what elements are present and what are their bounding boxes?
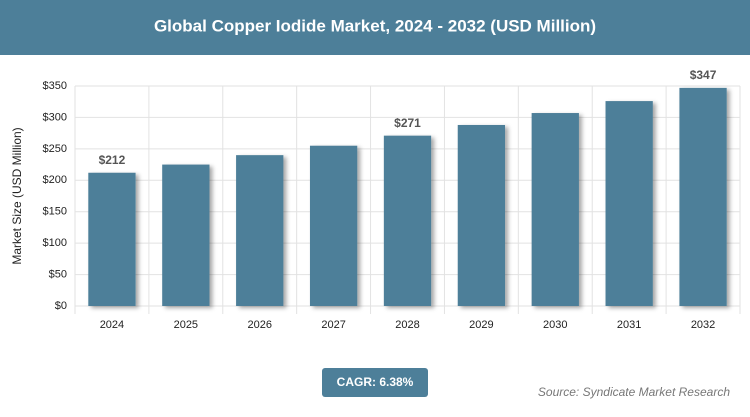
cagr-label: CAGR: 6.38% <box>337 375 414 389</box>
bar <box>679 87 727 306</box>
x-tick-label: 2031 <box>617 319 641 331</box>
chart-title: Global Copper Iodide Market, 2024 - 2032… <box>154 16 596 35</box>
plot-area: $0 $50 $100 $150 $200 $250 $300 $350 2024 $212 202… <box>43 68 741 331</box>
y-tick-label: $300 <box>43 111 67 123</box>
cagr-box <box>322 368 428 397</box>
y-tick-label: $350 <box>43 80 67 92</box>
y-tick-label: $0 <box>55 300 67 312</box>
x-tick-label: 2028 <box>395 319 419 331</box>
bar <box>309 145 358 306</box>
x-tick-label: 2027 <box>321 319 345 331</box>
bar <box>88 172 136 306</box>
value-label: $347 <box>690 68 717 82</box>
x-tick-label: 2030 <box>543 319 567 331</box>
bar <box>457 124 506 306</box>
bar <box>531 113 579 307</box>
header-band <box>0 0 750 55</box>
x-tick-label: 2025 <box>174 319 198 331</box>
value-label: $212 <box>99 153 126 167</box>
x-tick-label: 2026 <box>247 319 271 331</box>
y-tick-label: $50 <box>49 268 67 280</box>
bar <box>605 101 653 306</box>
y-tick-label: $250 <box>43 143 67 155</box>
bar <box>162 164 210 306</box>
x-tick-label: 2029 <box>469 319 493 331</box>
y-tick-label: $200 <box>43 174 67 186</box>
x-tick-label: 2024 <box>100 319 124 331</box>
x-tick-label: 2032 <box>691 319 715 331</box>
y-tick-label: $100 <box>43 237 67 249</box>
y-axis-label: Market Size (USD Million) <box>10 127 24 264</box>
bar <box>383 135 432 306</box>
source-note: Source: Syndicate Market Research <box>538 385 730 399</box>
y-tick-label: $150 <box>43 206 67 218</box>
value-label: $271 <box>394 116 421 130</box>
bar <box>236 155 284 306</box>
